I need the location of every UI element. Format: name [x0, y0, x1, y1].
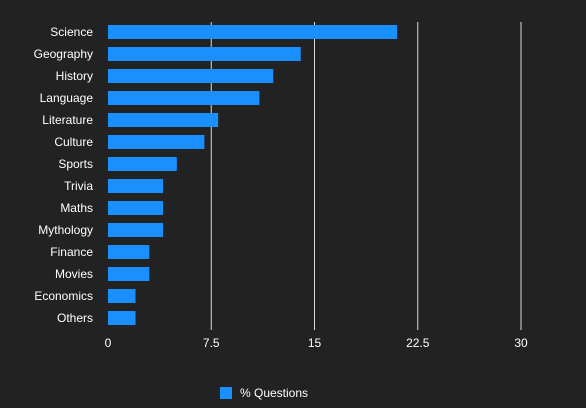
legend-label: % Questions	[240, 386, 309, 400]
bar-language	[108, 91, 260, 105]
category-label-language: Language	[40, 91, 94, 105]
bar-mythology	[108, 223, 164, 237]
category-label-others: Others	[57, 311, 93, 325]
bar-sports	[108, 157, 177, 171]
bar-science	[108, 25, 398, 39]
bar-movies	[108, 267, 150, 281]
bar-finance	[108, 245, 150, 259]
bar-literature	[108, 113, 219, 127]
x-tick-label: 7.5	[203, 336, 220, 350]
x-tick-label: 22.5	[406, 336, 430, 350]
bar-economics	[108, 289, 136, 303]
category-label-trivia: Trivia	[64, 179, 93, 193]
bar-culture	[108, 135, 205, 149]
x-tick-label: 30	[514, 336, 528, 350]
category-label-geography: Geography	[34, 47, 93, 61]
category-label-maths: Maths	[60, 201, 93, 215]
category-label-history: History	[56, 69, 93, 83]
x-tick-label: 0	[105, 336, 112, 350]
category-label-movies: Movies	[55, 267, 93, 281]
category-label-sports: Sports	[58, 157, 93, 171]
category-label-science: Science	[50, 25, 93, 39]
bar-maths	[108, 201, 164, 215]
bar-geography	[108, 47, 301, 61]
category-label-economics: Economics	[34, 289, 93, 303]
category-label-literature: Literature	[42, 113, 93, 127]
category-label-mythology: Mythology	[38, 223, 93, 237]
x-tick-label: 15	[308, 336, 322, 350]
category-label-culture: Culture	[54, 135, 93, 149]
legend: % Questions	[220, 386, 308, 400]
legend-swatch	[220, 387, 232, 399]
bar-history	[108, 69, 274, 83]
category-label-finance: Finance	[50, 245, 93, 259]
bar-others	[108, 311, 136, 325]
bar-trivia	[108, 179, 164, 193]
